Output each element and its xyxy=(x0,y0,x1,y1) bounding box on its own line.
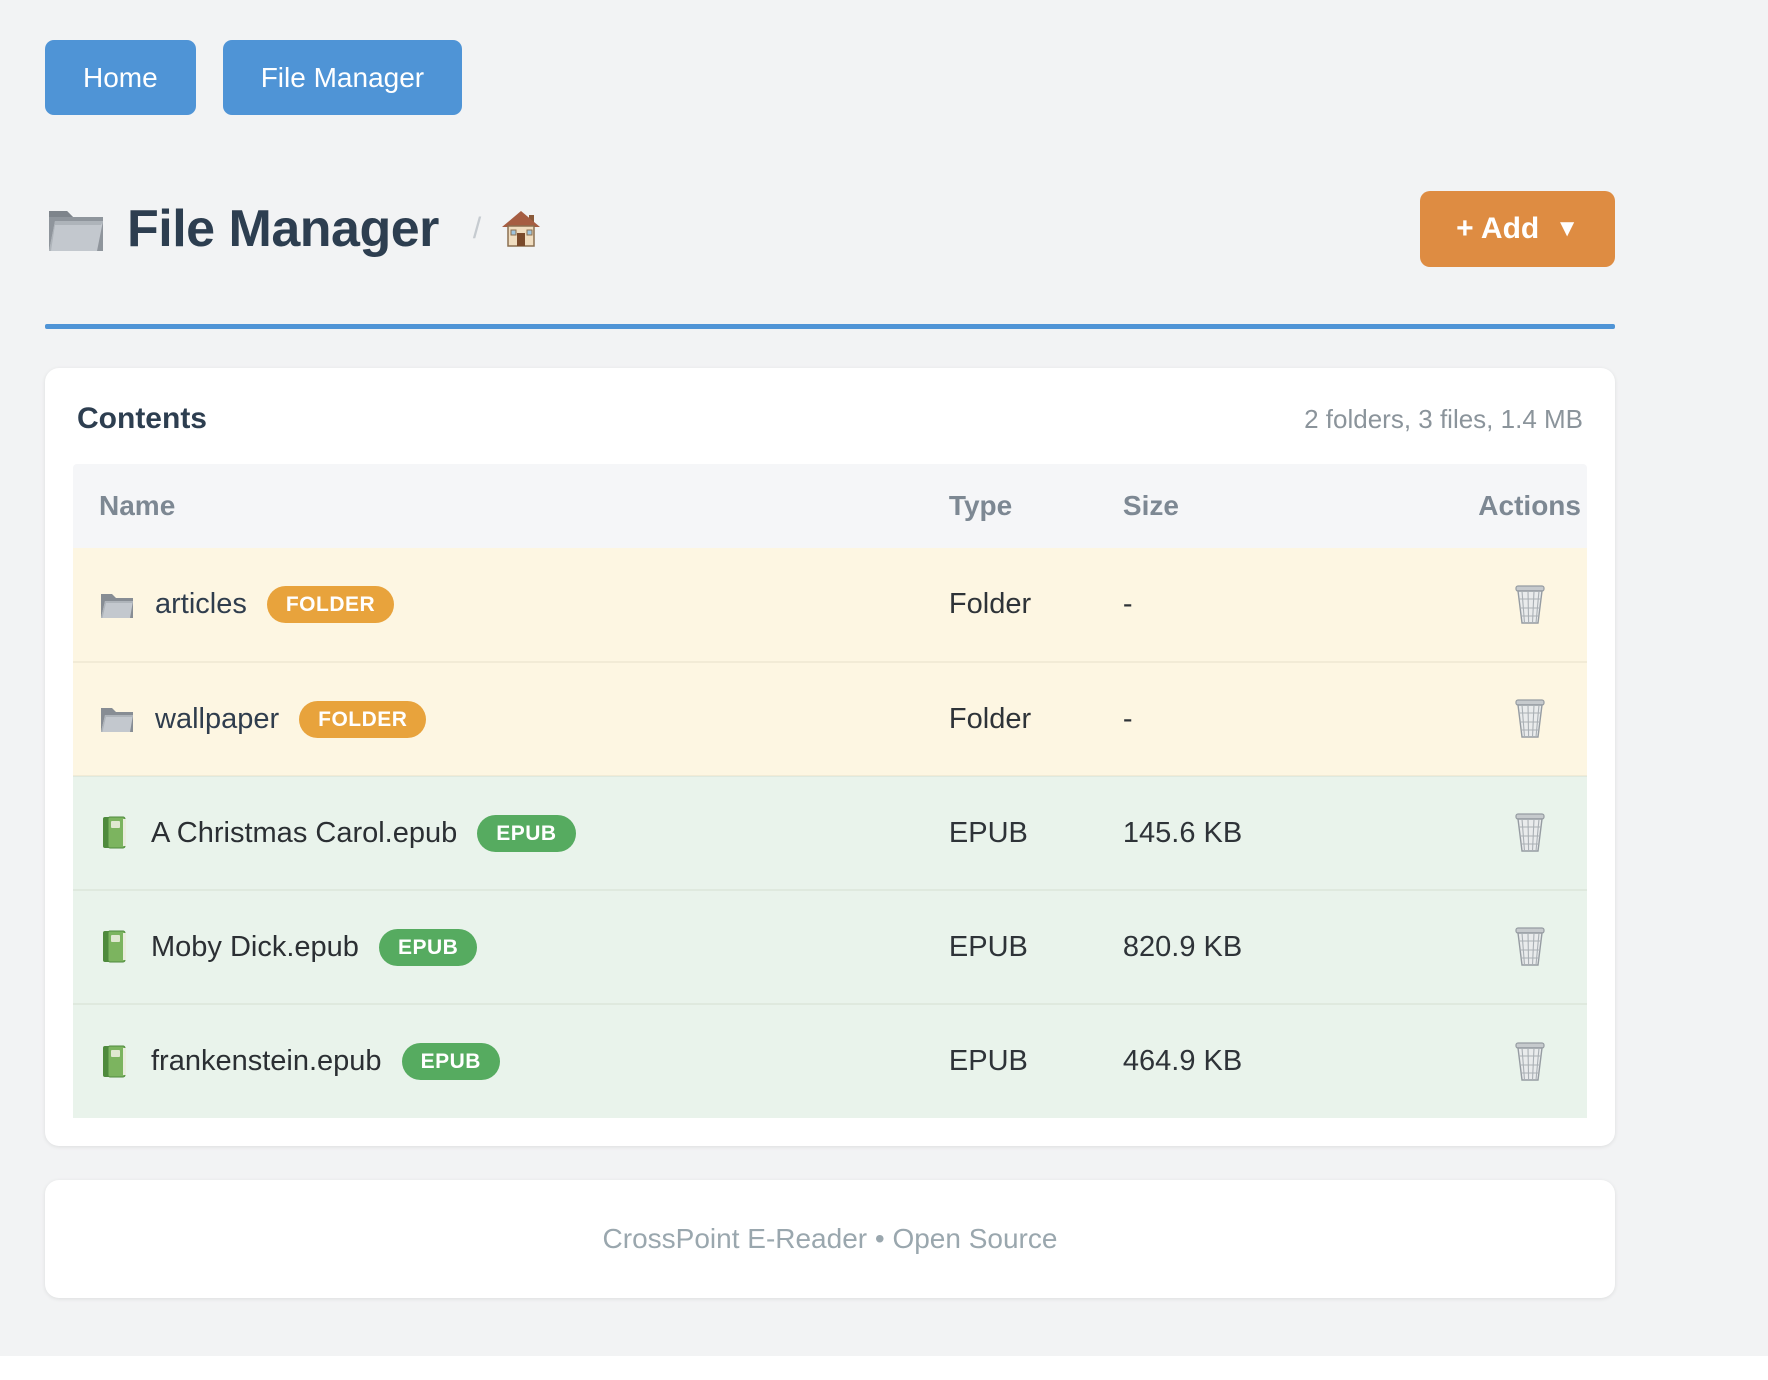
folder-badge: FOLDER xyxy=(299,700,427,738)
delete-button[interactable] xyxy=(1507,1034,1553,1089)
item-name[interactable]: A Christmas Carol.epub xyxy=(151,816,458,849)
content-container: Home File Manager File Manager / xyxy=(45,40,1615,1298)
title-group: File Manager / xyxy=(45,199,541,259)
item-size: 820.9 KB xyxy=(1116,889,1473,1004)
table-row: articles FOLDER Folder - xyxy=(73,548,1587,662)
table-header-row: Name Type Size Actions xyxy=(73,464,1587,548)
table-row: frankenstein.epub EPUB EPUB 464.9 KB xyxy=(73,1003,1587,1118)
column-header-size: Size xyxy=(1116,464,1473,548)
contents-card: Contents 2 folders, 3 files, 1.4 MB Name… xyxy=(45,368,1615,1146)
card-title: Contents xyxy=(77,402,207,435)
folder-badge: FOLDER xyxy=(266,586,395,623)
item-type: EPUB xyxy=(942,889,1117,1004)
item-name[interactable]: Moby Dick.epub xyxy=(151,930,359,963)
item-name[interactable]: articles xyxy=(155,588,247,620)
file-manager-button[interactable]: File Manager xyxy=(222,40,463,115)
folder-icon xyxy=(45,203,107,255)
delete-button[interactable] xyxy=(1507,577,1553,632)
column-header-actions: Actions xyxy=(1472,464,1587,548)
delete-button[interactable] xyxy=(1507,805,1553,860)
item-name[interactable]: frankenstein.epub xyxy=(151,1045,382,1077)
caret-down-icon: ▼ xyxy=(1555,215,1579,242)
item-size: 145.6 KB xyxy=(1116,775,1473,890)
column-header-name: Name xyxy=(73,464,943,548)
trash-icon xyxy=(1511,923,1549,967)
item-type: Folder xyxy=(948,588,1032,620)
epub-badge: EPUB xyxy=(477,814,576,852)
delete-button[interactable] xyxy=(1507,691,1553,746)
item-size: 464.9 KB xyxy=(1116,1003,1473,1118)
item-size: - xyxy=(1122,588,1133,620)
book-icon xyxy=(99,1044,131,1080)
table-row: wallpaper FOLDER Folder - xyxy=(73,661,1587,776)
footer-card: CrossPoint E-Reader • Open Source xyxy=(45,1180,1615,1298)
book-icon xyxy=(99,929,131,965)
folder-icon xyxy=(99,590,135,620)
book-icon xyxy=(99,815,131,851)
trash-icon xyxy=(1511,809,1549,853)
add-button-label: + Add xyxy=(1456,212,1540,245)
card-header: Contents 2 folders, 3 files, 1.4 MB xyxy=(73,396,1587,436)
trash-icon xyxy=(1511,695,1549,739)
item-type: Folder xyxy=(942,661,1117,776)
add-button[interactable]: + Add ▼ xyxy=(1420,191,1615,267)
trash-icon xyxy=(1511,581,1549,625)
epub-badge: EPUB xyxy=(401,1043,500,1080)
epub-badge: EPUB xyxy=(378,928,478,966)
item-name[interactable]: wallpaper xyxy=(155,702,280,735)
files-table: Name Type Size Actions xyxy=(73,464,1587,1118)
breadcrumb-separator: / xyxy=(472,212,482,245)
item-size: - xyxy=(1116,661,1473,776)
footer-text: CrossPoint E-Reader • Open Source xyxy=(602,1223,1058,1254)
folder-icon xyxy=(99,704,135,734)
delete-button[interactable] xyxy=(1507,919,1553,974)
item-type: EPUB xyxy=(942,775,1117,890)
home-icon[interactable] xyxy=(501,210,541,248)
contents-summary: 2 folders, 3 files, 1.4 MB xyxy=(1304,404,1583,434)
top-nav: Home File Manager xyxy=(45,40,1615,115)
table-row: Moby Dick.epub EPUB EPUB 820.9 KB xyxy=(73,889,1587,1004)
page-title: File Manager xyxy=(127,200,439,258)
trash-icon xyxy=(1511,1038,1549,1082)
item-type: EPUB xyxy=(942,1003,1117,1118)
page-header: File Manager / + Add ▼ xyxy=(45,191,1615,267)
home-button[interactable]: Home xyxy=(45,40,196,115)
header-divider xyxy=(45,324,1615,329)
table-row: A Christmas Carol.epub EPUB EPUB 145.6 K… xyxy=(73,775,1587,890)
column-header-type: Type xyxy=(942,464,1117,548)
